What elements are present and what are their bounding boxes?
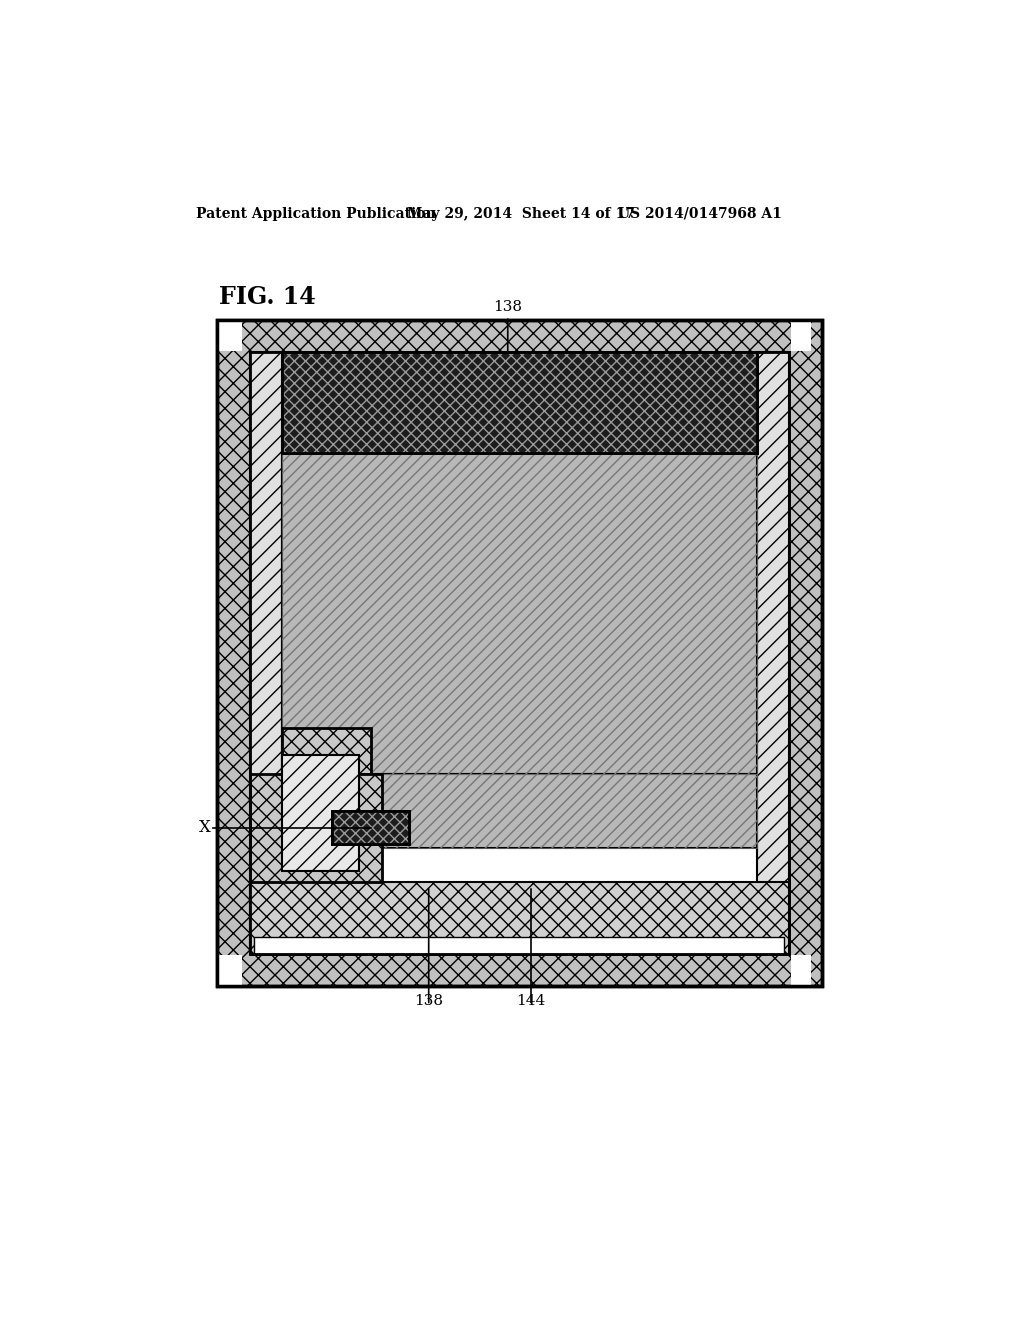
Bar bbox=[217, 321, 821, 986]
Text: FIG. 14: FIG. 14 bbox=[219, 285, 316, 309]
Text: 144: 144 bbox=[516, 994, 546, 1007]
Bar bbox=[332, 812, 410, 843]
Bar bbox=[382, 775, 757, 847]
Bar bbox=[332, 812, 410, 843]
Bar bbox=[283, 352, 757, 453]
Bar bbox=[250, 352, 283, 954]
Bar bbox=[283, 453, 757, 775]
Text: US 2014/0147968 A1: US 2014/0147968 A1 bbox=[617, 207, 781, 220]
Bar bbox=[254, 937, 784, 954]
Bar bbox=[283, 453, 757, 775]
Bar bbox=[757, 352, 790, 954]
Bar bbox=[283, 352, 757, 453]
Bar bbox=[791, 322, 811, 351]
Bar bbox=[250, 775, 382, 882]
Bar bbox=[283, 755, 359, 871]
Text: 138: 138 bbox=[494, 300, 522, 314]
Bar bbox=[382, 775, 757, 847]
Bar bbox=[217, 321, 821, 986]
Bar bbox=[791, 956, 811, 985]
Bar bbox=[283, 352, 757, 453]
Bar bbox=[219, 956, 242, 985]
Text: May 29, 2014  Sheet 14 of 17: May 29, 2014 Sheet 14 of 17 bbox=[407, 207, 635, 220]
Text: X: X bbox=[199, 818, 211, 836]
Text: Patent Application Publication: Patent Application Publication bbox=[197, 207, 436, 220]
Bar bbox=[250, 352, 790, 954]
Bar bbox=[219, 322, 242, 351]
Bar bbox=[283, 729, 371, 775]
Bar bbox=[250, 882, 790, 954]
Bar bbox=[332, 812, 410, 843]
Text: 138: 138 bbox=[414, 994, 443, 1007]
Bar bbox=[250, 352, 790, 954]
